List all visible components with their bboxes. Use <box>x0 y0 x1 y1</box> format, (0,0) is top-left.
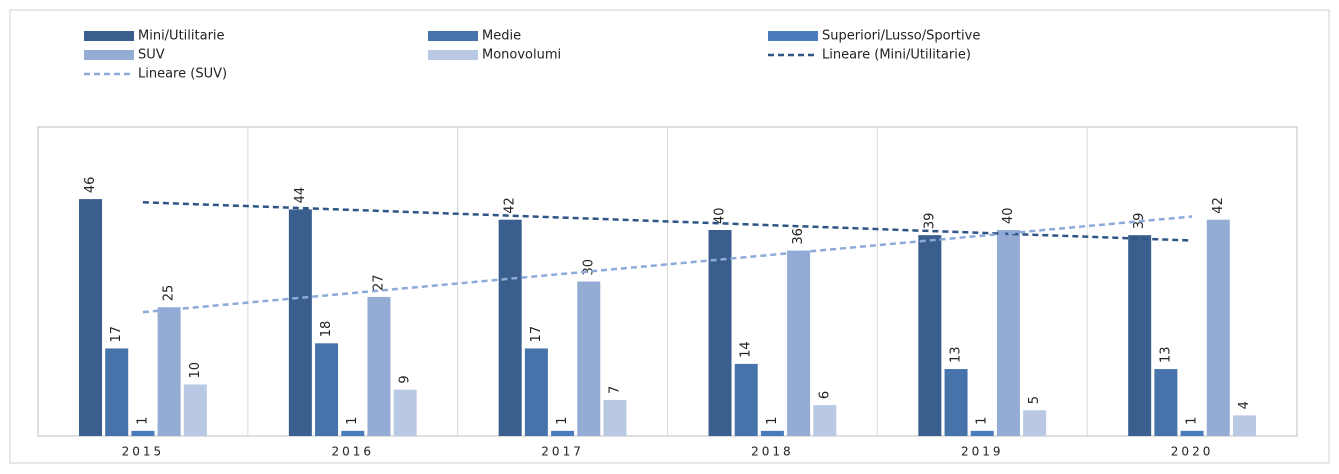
bar <box>1206 219 1230 436</box>
bar <box>315 343 339 436</box>
x-tick-label: 2019 <box>961 445 1004 459</box>
bar <box>105 348 129 436</box>
bar <box>524 348 548 436</box>
legend-label: Lineare (Mini/Utilitarie) <box>822 48 971 63</box>
bar <box>79 199 103 436</box>
legend-swatch <box>428 50 478 60</box>
value-label: 18 <box>319 321 334 338</box>
legend-label: Superiori/Lusso/Sportive <box>822 29 980 44</box>
bar <box>1128 235 1152 436</box>
legend-swatch <box>428 31 478 41</box>
value-label: 36 <box>791 228 806 245</box>
value-label: 6 <box>817 391 832 399</box>
bar <box>131 430 155 436</box>
bar <box>288 209 312 436</box>
legend-swatch <box>84 31 134 41</box>
bar <box>551 430 575 436</box>
chart-border <box>9 9 1330 464</box>
legend-label: Medie <box>482 29 521 44</box>
value-label: 4 <box>1237 401 1252 409</box>
bar <box>1232 415 1256 436</box>
x-tick-label: 2018 <box>751 445 794 459</box>
bar <box>996 230 1020 436</box>
bar <box>577 281 601 436</box>
bar <box>787 250 811 436</box>
bar <box>1154 369 1178 436</box>
x-tick-label: 2015 <box>122 445 165 459</box>
value-label: 40 <box>1001 207 1016 224</box>
value-label: 17 <box>529 326 544 343</box>
bar <box>918 235 942 436</box>
value-label: 17 <box>109 326 124 343</box>
bar <box>970 430 994 436</box>
trend-line <box>142 201 1193 242</box>
trend-line <box>142 215 1193 314</box>
legend-label: SUV <box>138 48 165 63</box>
legend-label: Lineare (SUV) <box>138 67 227 82</box>
value-label: 46 <box>83 177 98 194</box>
legend-label: Monovolumi <box>482 48 561 63</box>
bar <box>1180 430 1204 436</box>
value-label: 14 <box>739 341 754 358</box>
bar <box>393 389 417 436</box>
value-label: 9 <box>398 375 413 383</box>
value-label: 7 <box>607 386 622 394</box>
bar <box>603 399 627 436</box>
value-label: 39 <box>922 213 937 230</box>
value-label: 5 <box>1027 396 1042 404</box>
bar <box>708 230 732 436</box>
bar <box>944 369 968 436</box>
value-label: 13 <box>1158 347 1173 364</box>
legend-swatch <box>768 31 818 41</box>
x-tick-label: 2017 <box>541 445 584 459</box>
bar <box>760 430 784 436</box>
bar <box>1023 410 1047 436</box>
value-label: 25 <box>162 285 177 302</box>
value-label: 1 <box>765 417 780 425</box>
bar <box>813 405 837 436</box>
value-label: 1 <box>975 417 990 425</box>
value-label: 1 <box>345 417 360 425</box>
bar <box>157 307 181 436</box>
value-label: 10 <box>188 362 203 379</box>
value-label: 13 <box>949 347 964 364</box>
bar <box>367 296 391 436</box>
value-label: 1 <box>1185 417 1200 425</box>
value-label: 42 <box>1211 197 1226 214</box>
legend-swatch <box>84 50 134 60</box>
value-label: 1 <box>555 417 570 425</box>
value-label: 40 <box>713 207 728 224</box>
value-label: 27 <box>371 274 386 291</box>
bar <box>734 363 758 436</box>
value-label: 44 <box>293 187 308 204</box>
x-tick-label: 2020 <box>1171 445 1214 459</box>
legend-label: Mini/Utilitarie <box>138 29 225 44</box>
bar <box>183 384 207 436</box>
bar <box>341 430 365 436</box>
value-label: 42 <box>503 197 518 214</box>
x-tick-label: 2016 <box>331 445 374 459</box>
value-label: 1 <box>135 417 150 425</box>
bar <box>498 219 522 436</box>
